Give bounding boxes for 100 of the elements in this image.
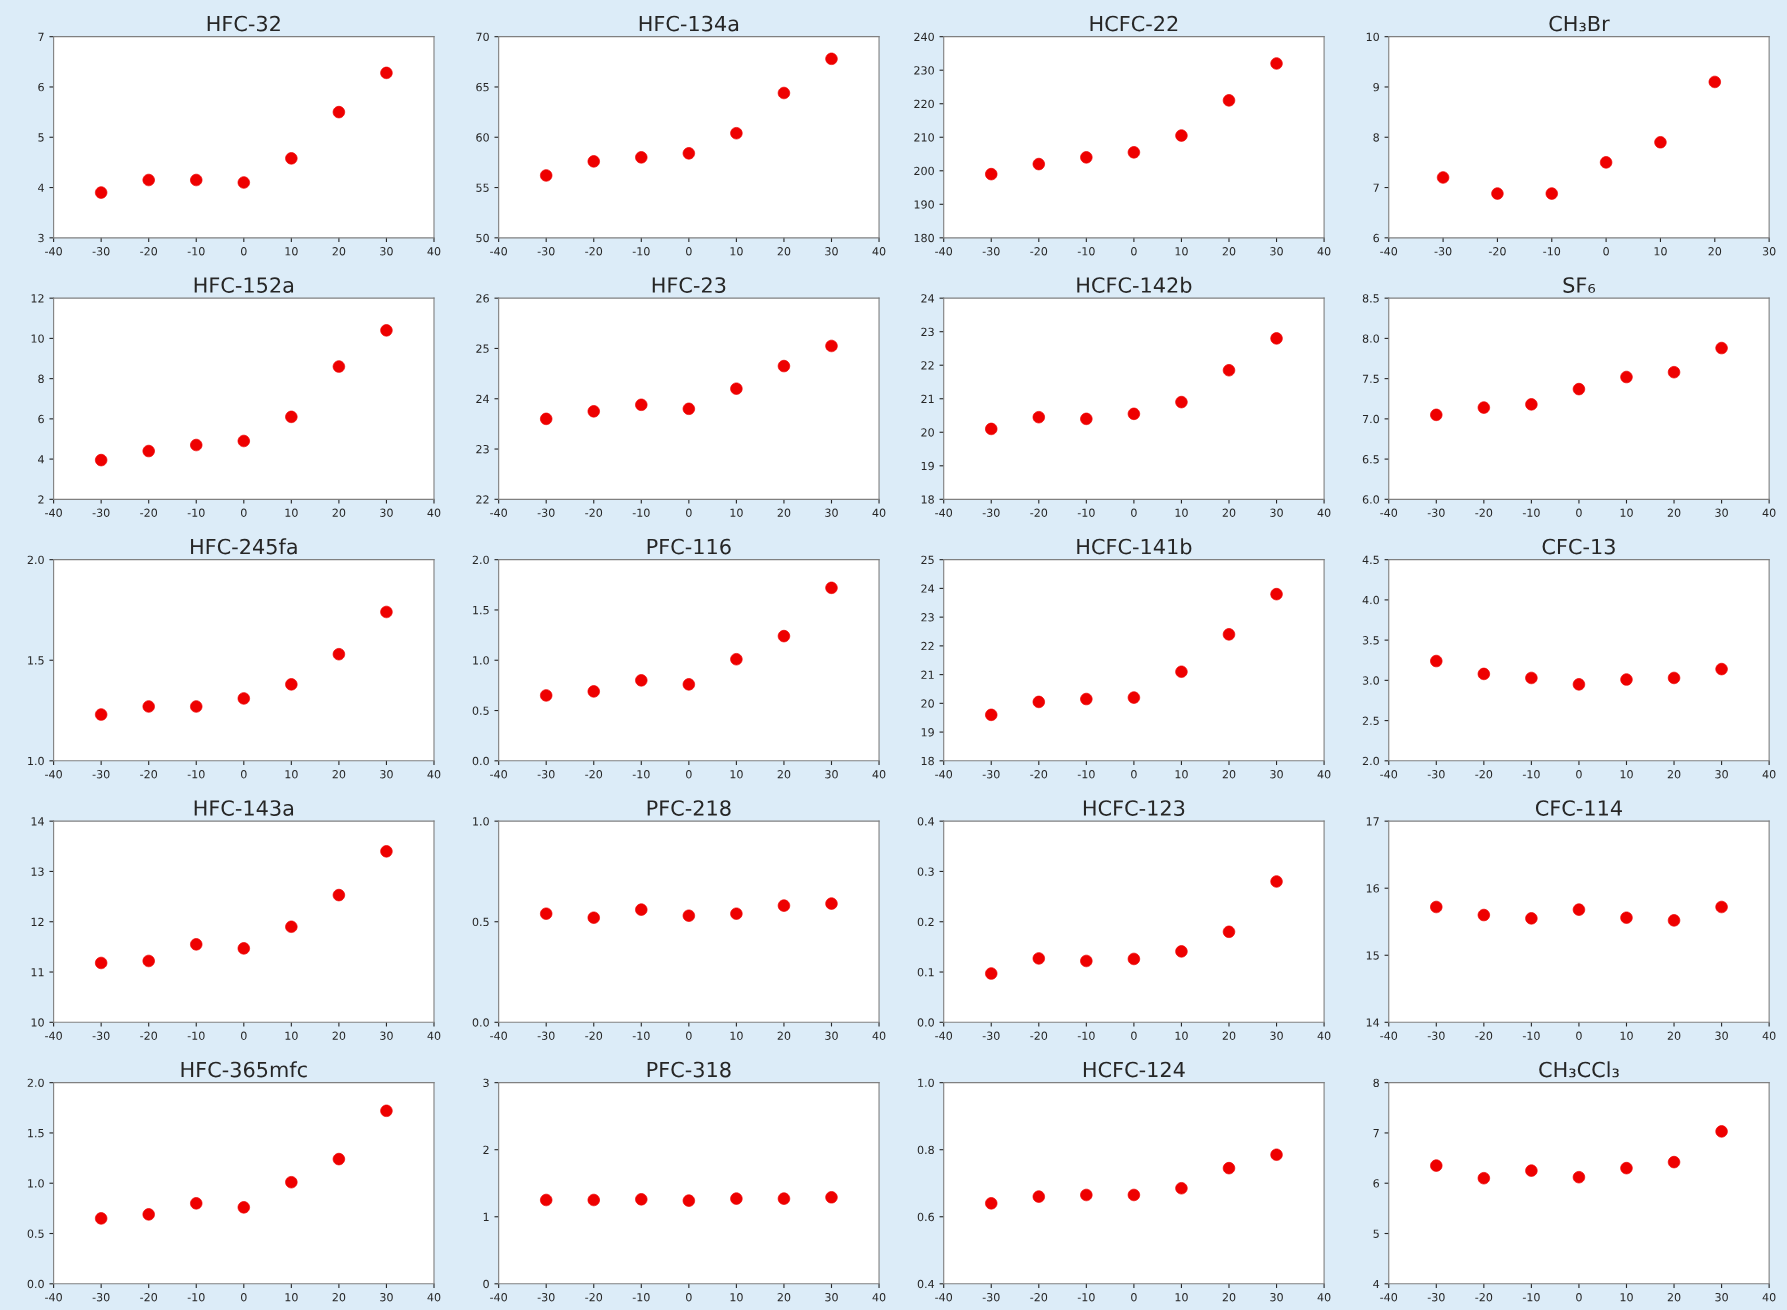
x-tick-label: 40 (1317, 1293, 1331, 1302)
x-tick-label: -30 (92, 508, 110, 517)
y-tick-label: 220 (914, 99, 934, 109)
x-tick-label: 0 (241, 247, 247, 256)
x-tick-label: 40 (872, 508, 886, 517)
x-tick-label: -20 (585, 770, 603, 779)
y-tick-label: 21 (921, 394, 934, 403)
x-tick-label: 10 (285, 508, 298, 517)
y-tick-label: 6 (1373, 1179, 1380, 1188)
y-tick-label: 190 (914, 200, 934, 209)
x-tick-label: -10 (1522, 1293, 1540, 1302)
y-tick-label: 0.5 (472, 706, 489, 715)
x-tick-label: 40 (872, 770, 886, 779)
y-tick-label: 0.0 (917, 1018, 934, 1027)
y-tick-label: 0.3 (917, 867, 934, 876)
x-tick-label: -10 (1522, 1031, 1540, 1040)
x-tick-label: -40 (490, 508, 507, 517)
x-tick-label: 20 (1667, 1293, 1681, 1302)
y-tick-label: 16 (1366, 884, 1380, 893)
x-tick-label: 0 (1576, 770, 1582, 779)
chart-title: HFC-143a (194, 800, 294, 816)
x-tick-label: 20 (777, 770, 791, 779)
x-tick-label: -20 (1030, 1031, 1048, 1040)
x-tick-label: 10 (285, 247, 298, 256)
x-tick-label: 20 (777, 508, 791, 517)
x-tick-label: 20 (1222, 770, 1236, 779)
y-tick-label: 3 (483, 1078, 489, 1088)
x-tick-label: 20 (1222, 508, 1236, 517)
x-tick-label: -10 (187, 770, 205, 779)
y-tick-label: 8.5 (1362, 294, 1379, 303)
y-tick-label: 2 (38, 495, 44, 504)
x-tick-label: 0 (686, 247, 692, 256)
y-tick-label: 3.0 (1362, 676, 1379, 685)
chart-title: CFC-13 (1542, 538, 1615, 555)
x-tick-label: 10 (1620, 770, 1633, 779)
x-tick-label: -40 (490, 1293, 507, 1302)
x-tick-label: -40 (490, 770, 507, 779)
y-tick-label: 0.0 (472, 756, 489, 766)
x-tick-label: -10 (1522, 770, 1540, 779)
y-tick-label: 7.5 (1362, 374, 1379, 384)
chart-title: HFC-134a (639, 15, 739, 32)
x-tick-label: 10 (1175, 247, 1188, 256)
y-tick-label: 12 (31, 917, 44, 926)
x-tick-label: -40 (935, 1031, 953, 1040)
y-tick-label: 1.0 (28, 756, 44, 766)
x-tick-label: 10 (730, 508, 743, 517)
x-tick-label: -30 (537, 1293, 555, 1302)
y-tick-label: 23 (921, 327, 934, 337)
x-tick-label: 40 (427, 1031, 441, 1040)
x-tick-label: 10 (1175, 770, 1188, 779)
y-tick-label: 0 (483, 1279, 489, 1289)
x-tick-label: -20 (1475, 1293, 1493, 1302)
x-tick-label: -20 (585, 1031, 603, 1040)
x-tick-label: 0 (1131, 1293, 1137, 1302)
x-tick-label: 0 (1576, 1031, 1582, 1040)
x-tick-label: 20 (1667, 1031, 1681, 1040)
x-tick-label: 0 (241, 508, 247, 517)
x-tick-label: -10 (1077, 770, 1095, 779)
x-tick-label: -30 (982, 1293, 1000, 1302)
y-tick-label: 7 (38, 32, 44, 41)
x-tick-label: 10 (730, 770, 743, 779)
y-tick-label: 1.5 (473, 606, 489, 615)
x-tick-label: -40 (45, 770, 62, 779)
y-tick-label: 6 (38, 82, 44, 92)
x-tick-label: -10 (1522, 508, 1540, 517)
y-tick-label: 24 (476, 394, 489, 403)
x-tick-label: -40 (45, 247, 62, 256)
y-tick-label: 8 (1373, 133, 1379, 142)
chart-title: HFC-152a (194, 277, 294, 293)
chart-title: HCFC-123 (1083, 800, 1185, 816)
x-tick-label: 0 (1131, 508, 1137, 517)
x-tick-label: 10 (1654, 247, 1667, 256)
x-tick-label: 40 (427, 508, 441, 517)
x-tick-label: 30 (1715, 508, 1728, 517)
chart-title: HFC-365mfc (181, 1061, 307, 1078)
y-tick-label: 0.5 (472, 917, 489, 927)
x-tick-label: -10 (187, 247, 205, 256)
chart-title: PFC-218 (647, 800, 731, 816)
x-tick-label: -30 (982, 247, 1000, 256)
y-tick-label: 6 (38, 414, 44, 424)
y-tick-label: 2.0 (1362, 756, 1379, 766)
x-tick-label: 0 (1131, 770, 1137, 779)
x-tick-label: 0 (1131, 1031, 1137, 1040)
x-tick-label: 0 (241, 1031, 247, 1040)
y-tick-label: 24 (921, 584, 935, 593)
y-tick-label: 23 (921, 613, 934, 622)
y-tick-label: 8 (38, 374, 44, 384)
y-tick-label: 0.1 (917, 967, 934, 977)
y-tick-label: 0.4 (917, 1279, 935, 1289)
x-tick-label: 40 (872, 1031, 886, 1040)
y-tick-label: 2.0 (27, 555, 44, 565)
y-tick-label: 10 (1366, 32, 1379, 42)
x-tick-label: 40 (427, 1293, 441, 1302)
y-tick-label: 8.0 (1362, 334, 1379, 343)
y-tick-label: 200 (914, 166, 934, 176)
x-tick-label: -20 (1030, 770, 1048, 779)
x-tick-label: 30 (1270, 247, 1283, 256)
x-tick-label: 0 (1131, 247, 1137, 256)
x-tick-label: 0 (1576, 1293, 1582, 1302)
y-tick-label: 17 (1366, 817, 1379, 826)
